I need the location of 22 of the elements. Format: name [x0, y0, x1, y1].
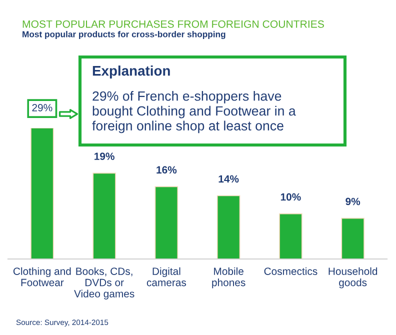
bar	[341, 218, 364, 259]
bar	[279, 213, 302, 259]
x-tick-label: Cosmectics	[264, 267, 318, 275]
x-tick-label: Clothing and Footwear	[13, 267, 71, 286]
x-tick-label: Mobile phones	[212, 267, 246, 288]
data-label: 14%	[218, 175, 239, 183]
annotation: 29% of French e-shoppers have bought Clothing and Footwear in a foreign online shop at least once	[92, 91, 296, 134]
data-label: 19%	[94, 152, 114, 160]
bar	[30, 128, 54, 259]
x-tick-label: Books, CDs, DVDs or Video games	[74, 267, 134, 300]
bar	[154, 186, 178, 259]
x-tick-label: Household goods	[328, 267, 378, 288]
data-label: 29%	[32, 104, 52, 112]
text: Explanation	[92, 66, 170, 78]
x-tick-label: Digital cameras	[146, 267, 186, 286]
chart-title: MOST POPULAR PURCHASES FROM FOREIGN COUNTRIES	[22, 20, 324, 28]
bar	[92, 172, 116, 259]
data-label: 16%	[156, 166, 177, 174]
data-label: 10%	[280, 193, 301, 201]
chart-subtitle: Most popular products for cross-border shopping	[22, 30, 226, 40]
bar	[216, 195, 240, 259]
data-label: 9%	[346, 198, 360, 206]
